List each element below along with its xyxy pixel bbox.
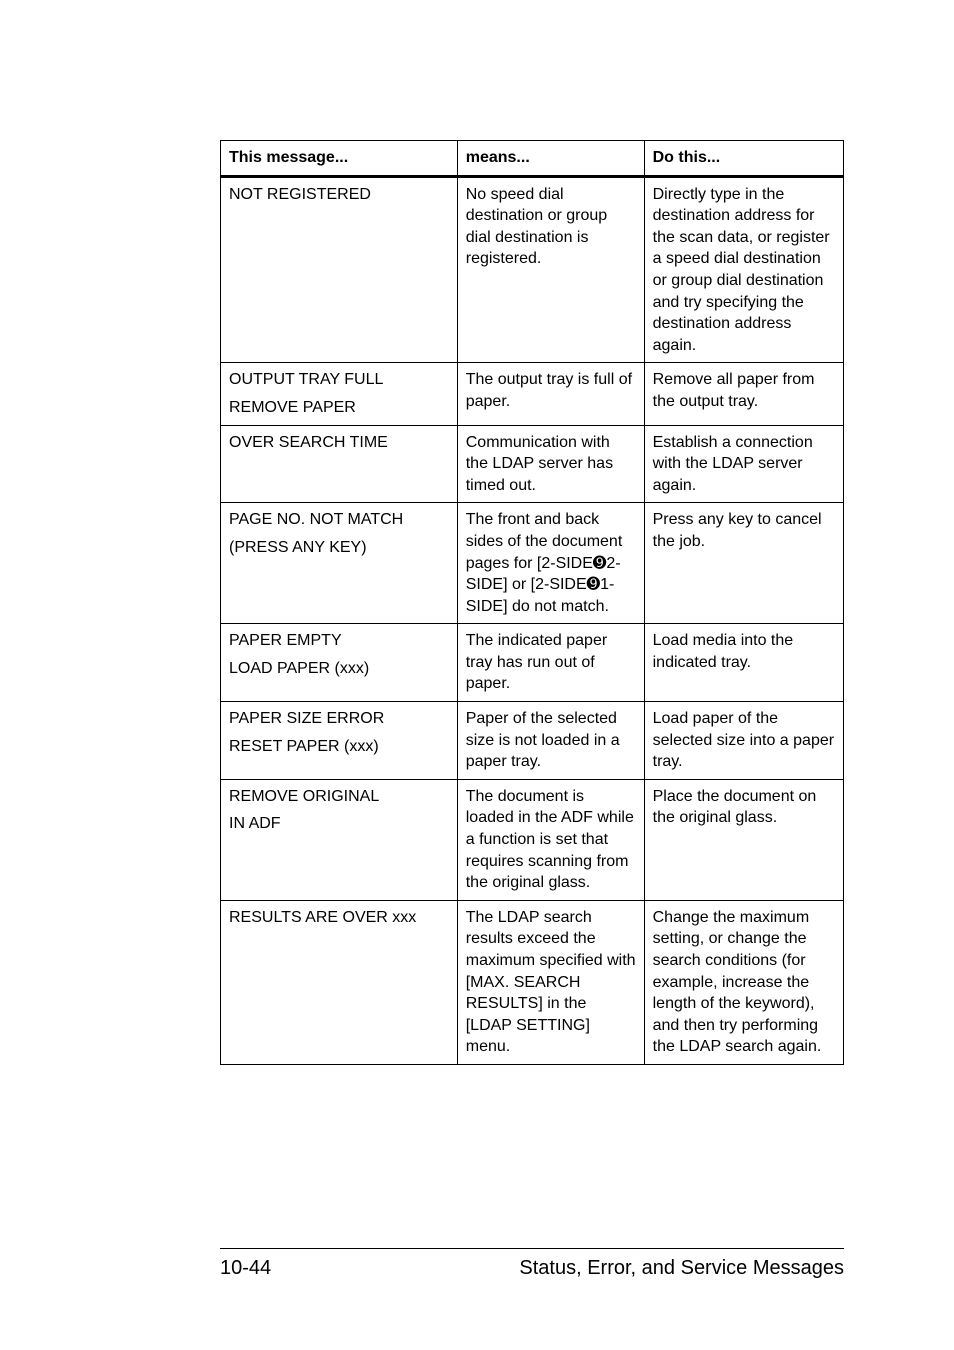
table-cell: NOT REGISTERED [221, 176, 458, 363]
table-cell: RESULTS ARE OVER xxx [221, 900, 458, 1064]
table-cell: OUTPUT TRAY FULLREMOVE PAPER [221, 363, 458, 425]
table-header-row: This message... means... Do this... [221, 141, 844, 177]
table-row: PAPER EMPTYLOAD PAPER (xxx)The indicated… [221, 624, 844, 702]
table-row: RESULTS ARE OVER xxxThe LDAP search resu… [221, 900, 844, 1064]
table-row: PAGE NO. NOT MATCH(PRESS ANY KEY)The fro… [221, 503, 844, 624]
table-cell: The document is loaded in the ADF while … [457, 779, 644, 900]
table-cell: The LDAP search results exceed the maxim… [457, 900, 644, 1064]
message-table: This message... means... Do this... NOT … [220, 140, 844, 1065]
page: This message... means... Do this... NOT … [0, 0, 954, 1350]
page-footer: 10-44 Status, Error, and Service Message… [220, 1248, 844, 1280]
table-row: PAPER SIZE ERRORRESET PAPER (xxx)Paper o… [221, 702, 844, 780]
table-cell: Establish a connection with the LDAP ser… [644, 425, 843, 503]
table-cell: Directly type in the destination address… [644, 176, 843, 363]
table-cell: Place the document on the original glass… [644, 779, 843, 900]
table-cell: PAPER EMPTYLOAD PAPER (xxx) [221, 624, 458, 702]
page-title: Status, Error, and Service Messages [519, 1257, 844, 1280]
table-cell: The front and back sides of the document… [457, 503, 644, 624]
table-row: NOT REGISTEREDNo speed dial destination … [221, 176, 844, 363]
page-number: 10-44 [220, 1257, 271, 1280]
header-means: means... [457, 141, 644, 177]
table-cell: Change the maximum setting, or change th… [644, 900, 843, 1064]
table-cell: The output tray is full of paper. [457, 363, 644, 425]
table-row: OUTPUT TRAY FULLREMOVE PAPERThe output t… [221, 363, 844, 425]
table-cell: PAPER SIZE ERRORRESET PAPER (xxx) [221, 702, 458, 780]
table-cell: Communication with the LDAP server has t… [457, 425, 644, 503]
table-cell: Remove all paper from the output tray. [644, 363, 843, 425]
table-cell: Press any key to cancel the job. [644, 503, 843, 624]
header-do-this: Do this... [644, 141, 843, 177]
table-cell: No speed dial destination or group dial … [457, 176, 644, 363]
table-row: OVER SEARCH TIMECommunication with the L… [221, 425, 844, 503]
table-row: REMOVE ORIGINALIN ADFThe document is loa… [221, 779, 844, 900]
table-cell: Load media into the indicated tray. [644, 624, 843, 702]
table-cell: Load paper of the selected size into a p… [644, 702, 843, 780]
table-cell: The indicated paper tray has run out of … [457, 624, 644, 702]
table-cell: REMOVE ORIGINALIN ADF [221, 779, 458, 900]
table-cell: Paper of the selected size is not loaded… [457, 702, 644, 780]
table-body: NOT REGISTEREDNo speed dial destination … [221, 176, 844, 1064]
header-message: This message... [221, 141, 458, 177]
table-cell: PAGE NO. NOT MATCH(PRESS ANY KEY) [221, 503, 458, 624]
table-cell: OVER SEARCH TIME [221, 425, 458, 503]
